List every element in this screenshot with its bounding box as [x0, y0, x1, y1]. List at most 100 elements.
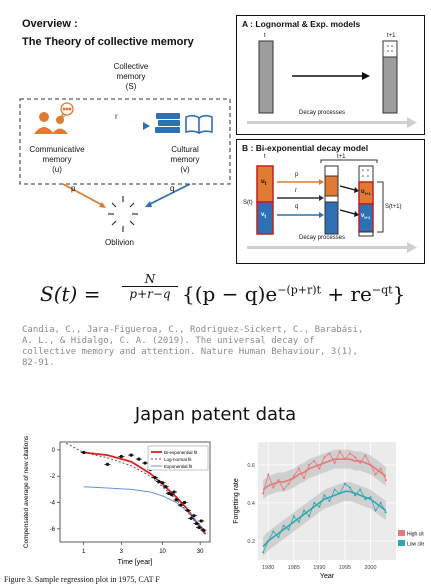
overview-diagram	[0, 0, 240, 260]
bar-t	[259, 41, 273, 113]
series-point	[262, 551, 264, 553]
panel-a-graphic	[237, 16, 424, 134]
decay-bar-b	[247, 246, 407, 249]
y-tick-label: 0.2	[247, 539, 255, 545]
series-point	[283, 525, 285, 527]
x-tick-label: 30	[197, 549, 204, 555]
series-point	[272, 487, 274, 489]
y-tick-label: 0.4	[247, 501, 255, 507]
series-point	[385, 511, 387, 513]
mid-top-empty	[325, 166, 338, 176]
mid-u	[325, 176, 338, 196]
formula-num: N	[122, 272, 178, 286]
series-point	[303, 477, 305, 479]
legend-label: Exponential fit	[164, 464, 193, 469]
forgetting-rate-chart: 198019851990199520000.20.40.6YearForgett…	[228, 436, 424, 584]
y-tick-label: 0.6	[247, 463, 255, 469]
comm-line2: memory	[22, 155, 92, 165]
data-point	[172, 490, 175, 493]
p-flow-head	[319, 179, 324, 185]
p-flow-label: p	[295, 172, 298, 178]
data-point	[82, 451, 85, 454]
data-point	[106, 463, 109, 466]
series-point	[288, 483, 290, 485]
data-point	[137, 458, 140, 461]
t1-bracket	[321, 160, 377, 163]
s-t1-label: S(t+1)	[385, 204, 402, 210]
u-t1-label: ut+1	[361, 189, 371, 196]
v-t1-label: vt+1	[361, 213, 370, 220]
series-point	[293, 515, 295, 517]
data-point	[143, 461, 146, 464]
series-point	[318, 506, 320, 508]
series-point	[262, 492, 264, 494]
decay-arrowhead-b	[407, 242, 417, 253]
x-tick-label: 1980	[262, 565, 274, 571]
formula-exp1: −(p+r)t	[277, 283, 321, 296]
citation-line1: Candia, C., Jara-Figueroa, C., Rodriguez…	[22, 325, 363, 336]
legend-swatch	[398, 540, 405, 546]
q-flow-head	[319, 212, 324, 218]
panel-a-decay: Decay processes	[299, 110, 345, 116]
series-point	[308, 464, 310, 466]
x-tick-label: 3	[120, 549, 124, 555]
cult-var: (v)	[160, 165, 210, 175]
data-point	[200, 519, 203, 522]
series-point	[354, 494, 356, 496]
citation: Candia, C., Jara-Figueroa, C., Rodriguez…	[22, 325, 363, 369]
citation-line2: A. L., & Hidalgo, C. A. (2019). The univ…	[22, 336, 363, 347]
data-point	[192, 514, 195, 517]
oblivion-icon	[108, 196, 138, 232]
panel-b-graphic	[237, 140, 424, 263]
series-point	[359, 489, 361, 491]
data-point	[186, 509, 189, 512]
y-tick-label: 0	[52, 448, 56, 454]
formula-rhs: {(p − q)e−(p+r)t + re−qt}	[182, 282, 405, 306]
oblivion-label: Oblivion	[105, 238, 134, 247]
series-point	[354, 456, 356, 458]
decay-arrowhead-a	[407, 117, 417, 128]
series-point	[267, 473, 269, 475]
formula-exp2: −qt	[372, 283, 393, 296]
legend-label: Log-normal fit	[164, 457, 192, 462]
panel-b-decay: Decay processes	[299, 235, 345, 241]
v-t-label: vt	[261, 212, 266, 220]
p-arrow	[63, 184, 104, 206]
series-point	[349, 452, 351, 454]
data-point	[183, 501, 186, 504]
bar-t1-top	[383, 41, 397, 57]
section-title: Japan patent data	[0, 404, 431, 425]
data-point	[153, 476, 156, 479]
u-move	[340, 186, 355, 190]
r-label: r	[115, 112, 118, 121]
series-point	[329, 500, 331, 502]
citation-line4: 82-91.	[22, 358, 363, 369]
series-point	[344, 483, 346, 485]
cult-line2: memory	[160, 155, 210, 165]
speech-bubble-icon	[60, 103, 73, 118]
formula: S(t) = N p+r−q {(p − q)e−(p+r)t + re−qt}	[40, 268, 420, 318]
s-t1-bracket	[377, 182, 383, 232]
data-point	[161, 481, 164, 484]
p-label: p	[71, 184, 75, 193]
formula-den: p+r−q	[122, 286, 178, 301]
book-stack-icon	[155, 113, 180, 133]
series-point	[313, 460, 315, 462]
data-point	[179, 504, 182, 507]
legend-label: Low cited	[407, 542, 424, 548]
y-tick-label: -4	[50, 501, 56, 507]
data-point	[202, 529, 205, 532]
panel-a: A : Lognormal & Exp. models t t+1 Decay …	[236, 15, 425, 135]
series-point	[364, 498, 366, 500]
people-icon	[34, 112, 68, 134]
x-tick-label: 1990	[313, 565, 325, 571]
series-point	[364, 454, 366, 456]
y-axis-label: Forgetting rate	[233, 478, 240, 524]
y-tick-label: -2	[50, 474, 56, 480]
panel-a-arrowhead	[362, 72, 370, 80]
series-point	[323, 494, 325, 496]
formula-end: }	[393, 282, 406, 306]
cult-line1: Cultural	[160, 145, 210, 155]
series-point	[318, 468, 320, 470]
data-point	[195, 522, 198, 525]
